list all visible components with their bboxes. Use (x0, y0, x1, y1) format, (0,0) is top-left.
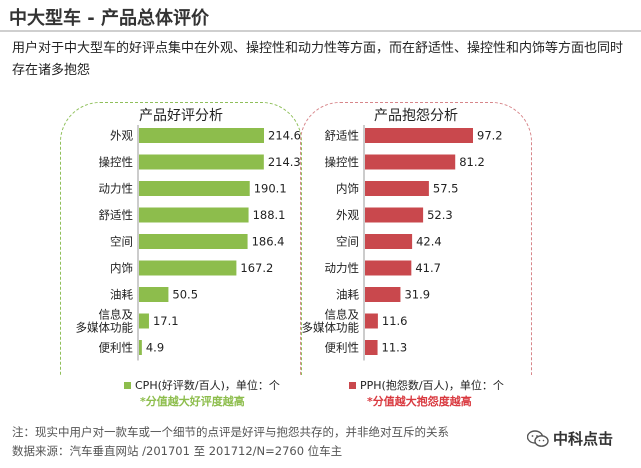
good-bar (139, 260, 237, 276)
complaint-bar (365, 207, 424, 223)
good-chart-title: 产品好评分析 (139, 108, 223, 124)
good-category-label: 油耗 (110, 288, 133, 302)
complaint-bar (365, 128, 473, 143)
good-value-label: 188.1 (253, 208, 286, 222)
complaint-category-label: 便利性 (325, 341, 360, 355)
title-divider (0, 30, 641, 32)
complaint-bar (365, 260, 412, 276)
complaint-category-label: 信息及多媒体功能 (302, 308, 360, 335)
complaint-value-label: 11.6 (382, 314, 408, 328)
wechat-icon (527, 429, 549, 447)
complaint-value-label: 52.3 (427, 208, 453, 222)
complaint-value-label: 31.9 (404, 288, 430, 302)
good-category-label: 动力性 (99, 182, 134, 196)
complaint-legend-swatch (349, 381, 356, 389)
complaint-bar (365, 313, 378, 329)
complaint-panel: 产品抱怨分析 (300, 102, 532, 375)
good-category-label: 内饰 (110, 261, 133, 275)
good-category-label: 便利性 (99, 341, 134, 355)
complaint-chart-title: 产品抱怨分析 (374, 108, 458, 124)
complaint-legend: PPH(抱怨数/百人)，单位：个 (349, 377, 504, 393)
footnote-source: 数据来源：汽车垂直网站 /201701 至 201712/N=2760 位车主 (12, 444, 343, 458)
complaint-bar (365, 181, 429, 196)
good-value-label: 214.6 (268, 129, 301, 143)
good-bar (139, 287, 169, 302)
complaint-category-label: 舒适性 (325, 129, 360, 143)
complaint-category-label: 动力性 (325, 261, 360, 275)
complaint-value-label: 57.5 (433, 182, 459, 196)
complaint-bar (365, 287, 401, 302)
good-value-label: 50.5 (172, 288, 198, 302)
good-legend-swatch (124, 381, 131, 389)
good-category-label: 信息及多媒体功能 (76, 308, 134, 335)
page-subtitle: 用户对于中大型车的好评点集中在外观、操控性和动力性等方面，而在舒适性、操控性和内… (12, 41, 624, 78)
good-bar (139, 181, 250, 196)
good-value-label: 190.1 (254, 182, 287, 196)
good-legend-label: CPH(好评数/百人)，单位：个 (135, 379, 280, 392)
complaint-value-label: 11.3 (382, 341, 408, 355)
page-title: 中大型车 - 产品总体评价 (9, 8, 210, 29)
brand-logo: 中科点击 (527, 428, 613, 449)
good-value-label: 4.9 (146, 341, 164, 355)
good-bar (139, 128, 264, 143)
complaint-value-label: 41.7 (415, 261, 441, 275)
good-category-label: 外观 (110, 129, 133, 143)
complaint-legend-label: PPH(抱怨数/百人)，单位：个 (360, 379, 504, 392)
good-category-label: 舒适性 (99, 208, 134, 222)
good-note: *分值越大好评度越高 (140, 395, 245, 408)
good-review-panel: 产品好评分析 (60, 102, 302, 375)
good-bar (139, 154, 264, 170)
good-bar (139, 234, 248, 249)
footnote-note: 注：现实中用户对一款车或一个细节的点评是好评与抱怨共存的，并非绝对互斥的关系 (12, 425, 449, 439)
good-value-label: 17.1 (153, 314, 179, 328)
complaint-category-label: 空间 (336, 235, 359, 249)
good-bar (139, 207, 249, 223)
good-legend: CPH(好评数/百人)，单位：个 (124, 377, 280, 393)
complaint-value-label: 81.2 (459, 155, 485, 169)
complaint-category-label: 油耗 (336, 288, 359, 302)
complaint-category-label: 内饰 (336, 182, 359, 196)
complaint-bar (365, 234, 413, 249)
brand-name: 中科点击 (553, 430, 614, 448)
complaint-bar (365, 154, 456, 170)
complaint-category-label: 操控性 (325, 155, 360, 169)
good-category-label: 操控性 (99, 155, 134, 169)
good-value-label: 186.4 (252, 235, 285, 249)
good-value-label: 214.3 (268, 155, 301, 169)
good-category-label: 空间 (110, 235, 133, 249)
good-bar (139, 313, 149, 329)
complaint-value-label: 42.4 (416, 235, 442, 249)
good-value-label: 167.2 (240, 261, 273, 275)
complaint-bar (365, 340, 378, 355)
good-bar (139, 340, 142, 355)
complaint-value-label: 97.2 (477, 129, 503, 143)
complaint-category-label: 外观 (336, 208, 359, 222)
complaint-note: *分值越大抱怨度越高 (367, 395, 472, 408)
